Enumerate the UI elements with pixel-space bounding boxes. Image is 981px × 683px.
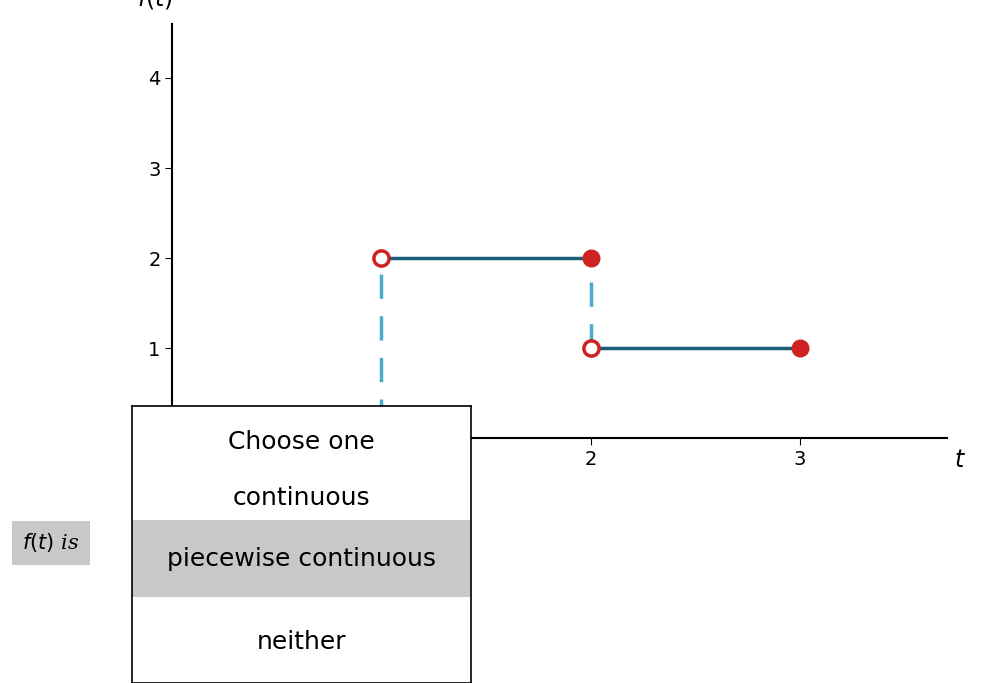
Text: piecewise continuous: piecewise continuous xyxy=(167,546,437,570)
Text: continuous: continuous xyxy=(232,486,371,510)
Point xyxy=(793,343,808,354)
Bar xyxy=(132,520,471,597)
Text: $f(t)$ is: $f(t)$ is xyxy=(23,531,79,555)
Point xyxy=(583,343,598,354)
Text: $t$: $t$ xyxy=(955,449,966,473)
Text: Choose one: Choose one xyxy=(229,430,375,454)
Text: $f(t)$: $f(t)$ xyxy=(136,0,173,11)
Point xyxy=(583,253,598,264)
Point xyxy=(374,253,389,264)
Text: neither: neither xyxy=(257,630,346,654)
